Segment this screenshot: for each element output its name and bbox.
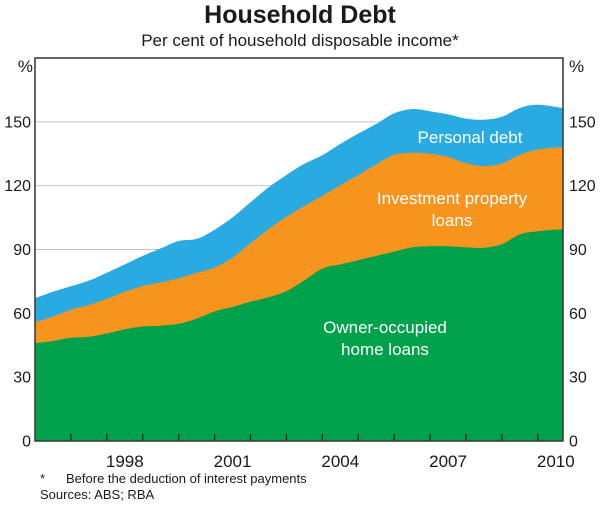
sources-line: Sources: ABS; RBA <box>40 487 155 502</box>
area-owner-occupied-home-loans <box>35 229 563 441</box>
footnote: * Before the deduction of interest paymen… <box>40 471 307 486</box>
footnote-marker: * <box>40 471 46 486</box>
axis-label: Owner-occupied <box>323 318 447 337</box>
chart-subtitle: Per cent of household disposable income* <box>141 31 459 50</box>
axis-label: 2010 <box>537 452 575 471</box>
axis-label: 120 <box>569 178 596 195</box>
axis-label: 30 <box>569 370 587 387</box>
plot-frame <box>34 57 564 442</box>
axis-label: 150 <box>4 114 31 131</box>
axis-label: home loans <box>341 340 429 359</box>
axis-label: 90 <box>13 242 31 259</box>
axis-label: Investment property <box>377 189 528 208</box>
axis-label: 60 <box>569 306 587 323</box>
axis-label: 2001 <box>214 452 252 471</box>
axis-label: 1998 <box>106 452 144 471</box>
axis-label: 2004 <box>321 452 359 471</box>
axis-label: 30 <box>13 370 31 387</box>
axis-label: Personal debt <box>418 128 523 147</box>
axis-label: 0 <box>569 434 578 451</box>
axis-label: 120 <box>4 178 31 195</box>
axis-label: 0 <box>22 434 31 451</box>
axis-label: 2007 <box>429 452 467 471</box>
axis-label: loans <box>432 211 473 230</box>
axis-label: 150 <box>569 114 596 131</box>
axis-label: % <box>569 57 584 76</box>
axis-label: 60 <box>13 306 31 323</box>
axis-label: % <box>18 57 33 76</box>
footnote-text: Before the deduction of interest payment… <box>66 471 307 486</box>
axis-label: 90 <box>569 242 587 259</box>
chart-title: Household Debt <box>204 1 396 29</box>
